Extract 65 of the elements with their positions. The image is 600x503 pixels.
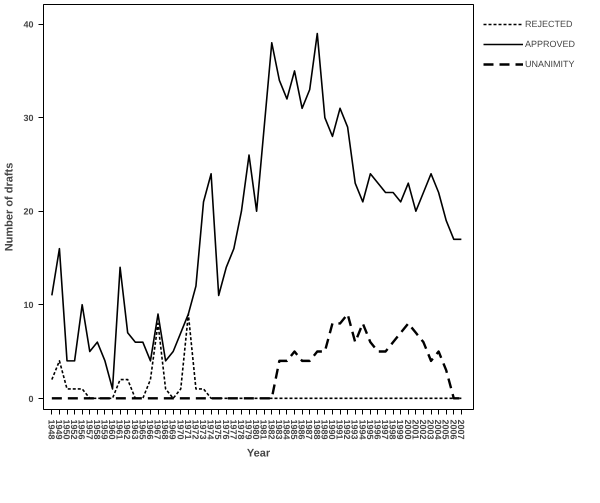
x-tick-label: 2002 bbox=[418, 420, 428, 440]
x-tick-label: 1962 bbox=[122, 420, 132, 440]
y-axis-title: Number of drafts bbox=[3, 162, 16, 252]
x-tick-label: 1974 bbox=[206, 420, 216, 440]
x-tick-label: 2003 bbox=[426, 420, 436, 440]
x-tick-label: 1952 bbox=[69, 420, 80, 440]
x-tick-label: 1984 bbox=[281, 420, 292, 440]
x-tick-label: 1959 bbox=[99, 420, 110, 440]
x-tick-label: 2001 bbox=[410, 420, 420, 440]
x-tick-label: 1989 bbox=[319, 420, 330, 440]
x-tick-label: 1967 bbox=[152, 420, 163, 440]
x-tick-label: 1998 bbox=[388, 420, 398, 440]
x-tick-label: 1950 bbox=[62, 420, 72, 440]
x-tick-label: 1966 bbox=[144, 420, 155, 440]
x-tick-label: 2006 bbox=[448, 420, 458, 440]
x-tick-label: 1996 bbox=[372, 420, 382, 440]
x-tick-label: 1970 bbox=[175, 420, 186, 440]
x-tick-label: 1960 bbox=[107, 420, 118, 440]
x-tick-label: 1990 bbox=[326, 420, 337, 440]
x-tick-label: 1973 bbox=[198, 420, 208, 440]
y-tick-label: 30 bbox=[23, 113, 34, 124]
x-tick-label: 1982 bbox=[266, 420, 276, 440]
x-tick-label: 1988 bbox=[312, 420, 322, 440]
x-tick-label: 1995 bbox=[364, 420, 375, 440]
x-tick-label: 1965 bbox=[137, 420, 148, 440]
x-tick-label: 1980 bbox=[251, 420, 262, 440]
x-tick-label: 1957 bbox=[84, 420, 94, 440]
x-tick-label: 2007 bbox=[456, 420, 466, 440]
x-tick-label: 1948 bbox=[46, 420, 56, 440]
x-tick-label: 1991 bbox=[334, 420, 345, 440]
x-tick-label: 1976 bbox=[220, 420, 231, 440]
x-tick-label: 1994 bbox=[357, 420, 368, 440]
x-tick-label: 1956 bbox=[76, 420, 87, 440]
x-tick-label: 1985 bbox=[289, 420, 300, 440]
legend-label: REJECTED bbox=[525, 19, 573, 29]
x-tick-label: 1975 bbox=[213, 420, 224, 440]
x-tick-label: 1987 bbox=[304, 420, 314, 440]
x-tick-label: 1972 bbox=[190, 420, 200, 440]
legend-label: UNANIMITY bbox=[525, 59, 574, 69]
x-tick-label: 2000 bbox=[402, 420, 413, 440]
x-tick-label: 1978 bbox=[236, 420, 246, 440]
x-axis-title: Year bbox=[246, 448, 271, 460]
x-tick-label: 2005 bbox=[440, 420, 451, 440]
x-tick-label: 1992 bbox=[342, 420, 352, 440]
x-tick-label: 1986 bbox=[296, 420, 307, 440]
legend-label: APPROVED bbox=[525, 39, 576, 49]
x-tick-label: 1968 bbox=[160, 420, 170, 440]
y-tick-label: 10 bbox=[23, 300, 34, 310]
x-tick-label: 1949 bbox=[54, 420, 64, 440]
x-tick-label: 1997 bbox=[380, 420, 390, 440]
y-tick-label: 20 bbox=[23, 206, 34, 217]
x-tick-label: 1981 bbox=[258, 420, 269, 440]
y-tick-label: 40 bbox=[23, 20, 34, 30]
x-tick-label: 1969 bbox=[168, 420, 178, 440]
x-tick-label: 1958 bbox=[92, 420, 102, 440]
x-tick-label: 1977 bbox=[228, 420, 238, 440]
x-tick-label: 1979 bbox=[244, 420, 254, 440]
x-tick-label: 1963 bbox=[130, 420, 140, 440]
x-tick-label: 2004 bbox=[433, 420, 444, 440]
x-tick-label: 1983 bbox=[274, 420, 284, 440]
x-tick-label: 1993 bbox=[350, 420, 360, 440]
y-tick-label: 0 bbox=[28, 394, 34, 404]
x-tick-label: 1961 bbox=[114, 420, 125, 440]
x-tick-label: 1971 bbox=[182, 420, 193, 440]
x-tick-label: 1999 bbox=[395, 420, 406, 440]
